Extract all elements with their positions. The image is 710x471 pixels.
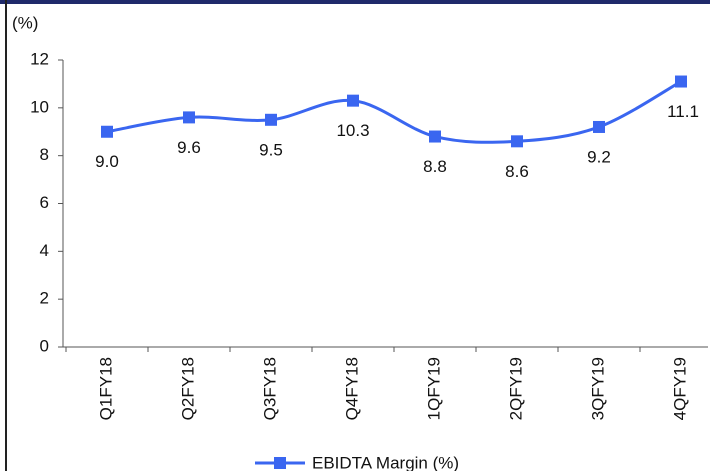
x-tick-label: Q3FY18 bbox=[260, 357, 279, 420]
y-tick-label: 12 bbox=[30, 49, 49, 68]
x-tick-label: 2QFY19 bbox=[506, 357, 525, 420]
data-label: 9.5 bbox=[259, 140, 283, 159]
marker bbox=[429, 130, 441, 143]
x-tick-label: Q2FY18 bbox=[178, 357, 197, 420]
marker bbox=[265, 113, 277, 126]
y-tick-label: 2 bbox=[40, 289, 49, 308]
marker bbox=[183, 111, 195, 124]
x-tick-label: 4QFY19 bbox=[670, 357, 689, 420]
data-label: 10.3 bbox=[336, 121, 369, 140]
y-tick-label: 0 bbox=[40, 336, 49, 355]
legend-marker bbox=[274, 457, 286, 469]
legend-label: EBIDTA Margin (%) bbox=[312, 453, 459, 471]
y-tick-label: 8 bbox=[40, 145, 49, 164]
left-border bbox=[5, 0, 7, 471]
y-tick-label: 10 bbox=[30, 97, 49, 116]
line bbox=[106, 80, 682, 144]
data-label: 9.0 bbox=[95, 152, 119, 171]
x-tick-label: Q4FY18 bbox=[342, 357, 361, 420]
data-label: 8.8 bbox=[423, 157, 447, 176]
y-axis-label: (%) bbox=[12, 13, 38, 32]
y-tick-label: 6 bbox=[40, 193, 49, 212]
data-label: 11.1 bbox=[667, 102, 699, 121]
top-border bbox=[0, 0, 710, 4]
marker bbox=[675, 75, 687, 88]
data-label: 9.2 bbox=[587, 147, 611, 166]
marker bbox=[511, 135, 523, 148]
marker bbox=[593, 120, 605, 133]
data-label: 9.6 bbox=[177, 138, 201, 157]
marker bbox=[347, 94, 359, 107]
x-tick-label: 3QFY19 bbox=[588, 357, 607, 420]
y-tick-label: 4 bbox=[40, 241, 49, 260]
marker bbox=[101, 125, 113, 138]
x-tick-label: 1QFY19 bbox=[424, 357, 443, 420]
x-tick-label: Q1FY18 bbox=[96, 357, 115, 420]
data-label: 8.6 bbox=[505, 162, 529, 181]
